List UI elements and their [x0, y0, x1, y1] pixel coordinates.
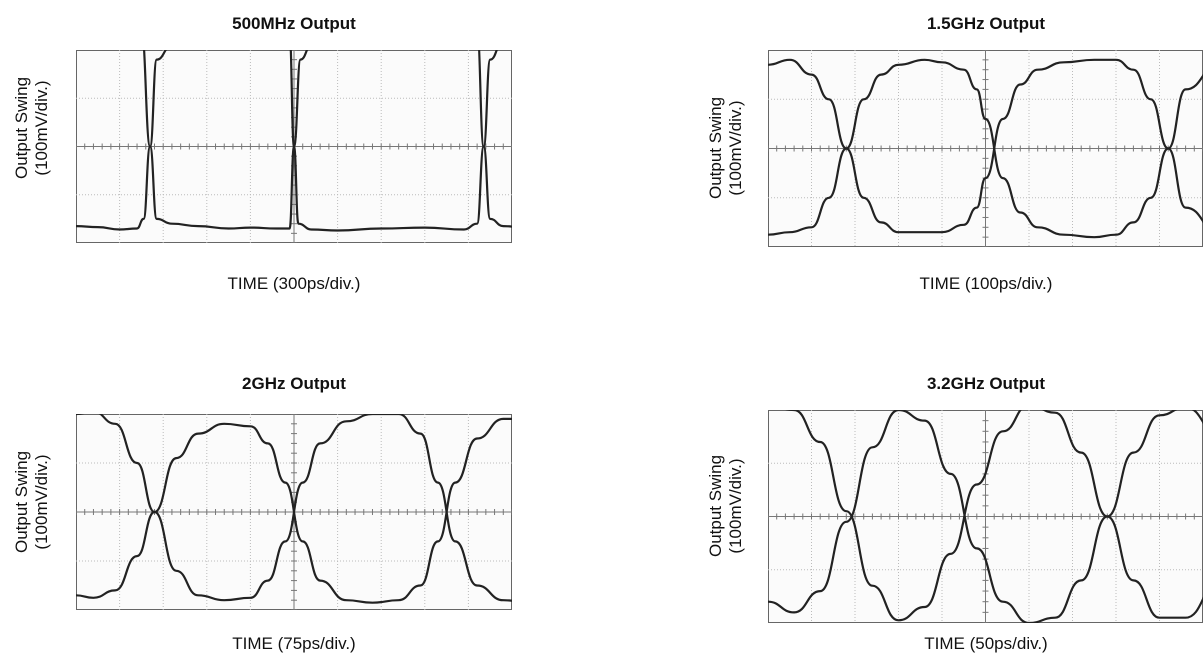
scope-plot	[76, 414, 512, 610]
waveform-trace-1	[76, 414, 512, 602]
scope-plot	[76, 50, 512, 243]
y-axis-label-line2: (100mV/div.)	[32, 80, 51, 176]
waveform-trace-2	[768, 58, 1203, 239]
chart-title: 3.2GHz Output	[926, 374, 1046, 393]
x-axis-label: TIME (50ps/div.)	[924, 634, 1048, 653]
waveform-trace-1	[785, 410, 1203, 622]
y-axis-label: Output Swing (100mV/div.)	[706, 416, 746, 596]
y-axis-label-line1: Output Swing	[706, 454, 725, 558]
y-axis-label-line2: (100mV/div.)	[726, 100, 745, 196]
chart-title: 2GHz Output	[242, 374, 346, 393]
y-axis-label: Output Swing (100mV/div.)	[12, 38, 52, 218]
x-axis-label: TIME (75ps/div.)	[232, 634, 356, 653]
y-axis-label-line1: Output Swing	[12, 76, 31, 180]
y-axis-label-line1: Output Swing	[12, 450, 31, 554]
waveform-trace-2	[768, 410, 1203, 623]
scope-plot	[768, 410, 1203, 623]
scope-plot	[768, 50, 1203, 247]
chart-title: 1.5GHz Output	[926, 14, 1046, 33]
waveform-trace-2	[76, 50, 498, 232]
y-axis-label: Output Swing (100mV/div.)	[12, 412, 52, 592]
waveform-trace-1	[768, 58, 1203, 234]
center-axes	[768, 410, 1203, 623]
waveform-trace-2	[76, 417, 512, 604]
x-axis-label: TIME (300ps/div.)	[227, 274, 361, 293]
y-axis-label-line2: (100mV/div.)	[32, 454, 51, 550]
y-axis-label-line1: Output Swing	[706, 96, 725, 200]
x-axis-label: TIME (100ps/div.)	[919, 274, 1053, 293]
chart-title: 500MHz Output	[232, 14, 356, 33]
y-axis-label: Output Swing (100mV/div.)	[706, 58, 746, 238]
y-axis-label-line2: (100mV/div.)	[726, 458, 745, 554]
